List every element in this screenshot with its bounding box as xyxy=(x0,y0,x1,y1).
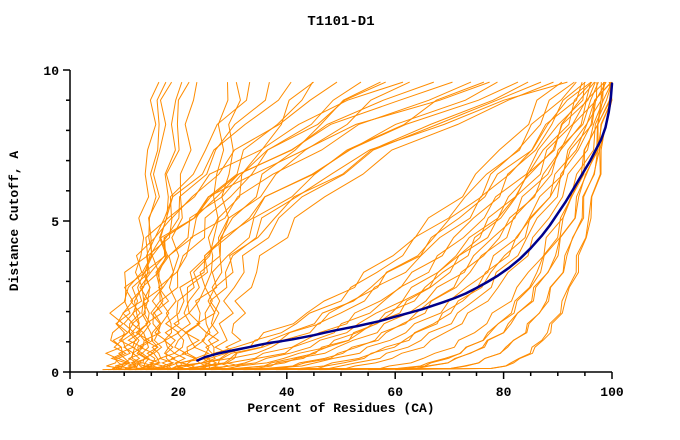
svg-text:100: 100 xyxy=(600,385,624,400)
svg-text:60: 60 xyxy=(387,385,403,400)
svg-text:40: 40 xyxy=(279,385,295,400)
axes xyxy=(69,70,612,373)
axis-ticks xyxy=(63,69,613,379)
svg-text:0: 0 xyxy=(66,385,74,400)
axis-tick-labels: 0 20 40 60 80 100 0 5 10 xyxy=(43,64,624,400)
svg-text:0: 0 xyxy=(51,366,59,381)
svg-text:10: 10 xyxy=(43,64,59,79)
y-axis-label: Distance Cutoff, A xyxy=(7,151,22,292)
model-curves xyxy=(102,81,613,371)
svg-text:20: 20 xyxy=(171,385,187,400)
chart-title: T1101-D1 xyxy=(307,14,374,30)
highlighted-model-curve xyxy=(196,82,614,362)
svg-text:5: 5 xyxy=(51,215,59,230)
x-axis-label: Percent of Residues (CA) xyxy=(247,401,434,416)
svg-text:80: 80 xyxy=(496,385,512,400)
